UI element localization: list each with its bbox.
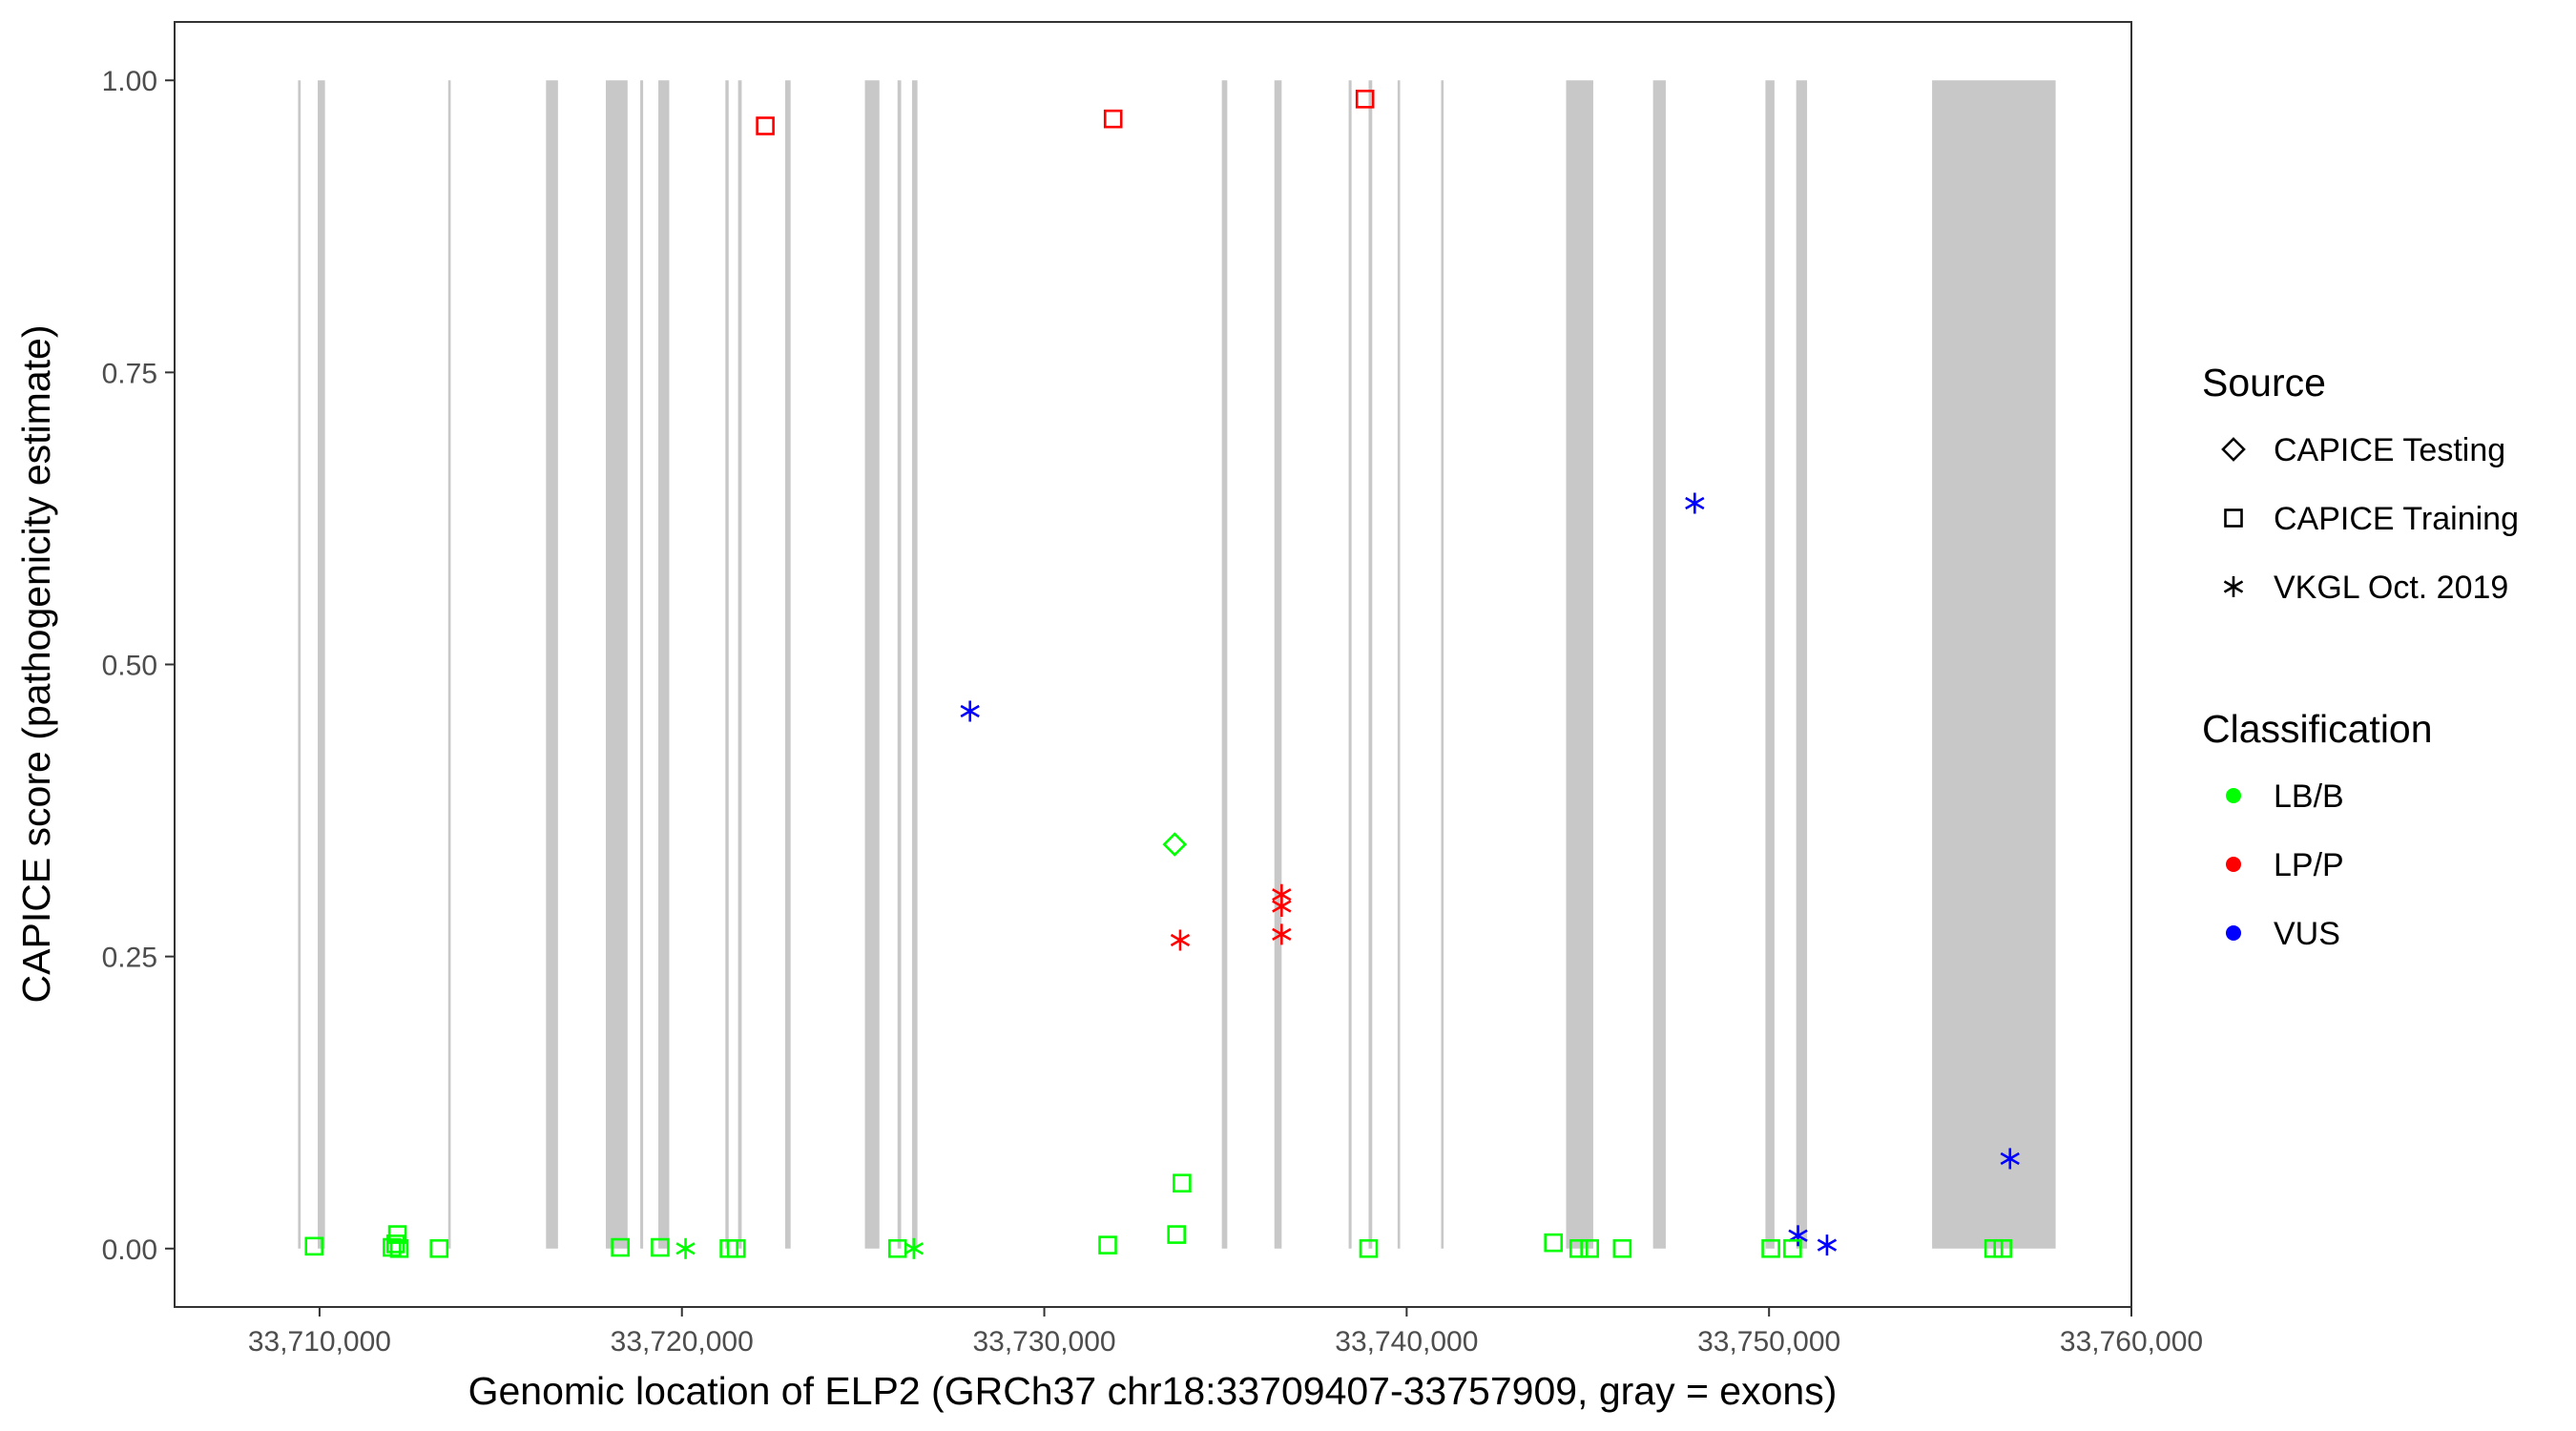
legend-source-key-vkgl	[2223, 576, 2244, 597]
exon-band-8	[737, 80, 742, 1249]
data-point-0	[756, 116, 775, 135]
data-point-27	[904, 1237, 924, 1259]
data-point-4	[1685, 492, 1705, 514]
exon-band-3	[546, 80, 558, 1249]
y-tick-label: 0.00	[102, 1234, 157, 1266]
exon-band-5	[640, 80, 644, 1249]
data-point-11	[1272, 895, 1292, 917]
data-points	[304, 90, 2020, 1259]
x-tick-label: 33,740,000	[1335, 1326, 1478, 1358]
data-point-28	[1098, 1235, 1117, 1255]
legend-class-key-lpp	[2226, 857, 2241, 872]
exon-band-6	[658, 80, 670, 1249]
data-point-5	[2000, 1148, 2020, 1170]
exon-band-17	[1397, 80, 1401, 1249]
data-point-33	[1612, 1238, 1632, 1258]
data-point-34	[1761, 1238, 1780, 1258]
exon-band-19	[1566, 80, 1593, 1249]
legend-class-label-lpp: LP/P	[2274, 847, 2344, 883]
legend-source-label-capice_training: CAPICE Training	[2274, 501, 2519, 537]
exon-band-10	[864, 80, 880, 1249]
data-point-26	[887, 1238, 907, 1258]
data-point-6	[1788, 1225, 1808, 1247]
data-point-35	[1783, 1238, 1802, 1258]
legend-class-label-vus: VUS	[2274, 916, 2340, 952]
exon-band-4	[605, 80, 628, 1249]
data-point-29	[1359, 1238, 1379, 1258]
y-tick-label: 1.00	[102, 66, 157, 97]
data-point-7	[1817, 1234, 1838, 1256]
exon-band-7	[725, 80, 729, 1249]
exon-band-22	[1796, 80, 1808, 1249]
data-point-2	[1355, 90, 1375, 109]
legend-class-label-lbb: LB/B	[2274, 778, 2344, 815]
x-tick-label: 33,730,000	[972, 1326, 1115, 1358]
data-point-3	[960, 700, 980, 722]
exon-band-9	[784, 80, 791, 1249]
data-point-1	[1103, 109, 1123, 129]
exon-band-20	[1652, 80, 1666, 1249]
exon-band-15	[1348, 80, 1352, 1249]
data-point-12	[1272, 923, 1292, 945]
exon-band-11	[897, 80, 902, 1249]
data-point-37	[1993, 1238, 2012, 1258]
data-point-21	[611, 1237, 630, 1257]
legend-classification-title: Classification	[2202, 707, 2433, 751]
x-tick-label: 33,750,000	[1697, 1326, 1840, 1358]
x-tick-label: 33,720,000	[611, 1326, 754, 1358]
exon-band-16	[1368, 80, 1373, 1249]
legend-source-label-capice_testing: CAPICE Testing	[2274, 432, 2505, 468]
x-tick-label: 33,760,000	[2060, 1326, 2203, 1358]
data-point-23	[675, 1237, 696, 1259]
data-point-15	[304, 1236, 324, 1256]
x-axis-title: Genomic location of ELP2 (GRCh37 chr18:3…	[468, 1369, 1838, 1413]
data-point-14	[1167, 1225, 1186, 1244]
legend-source-key-capice_training	[2224, 508, 2243, 528]
data-point-32	[1580, 1238, 1599, 1258]
exon-band-2	[447, 80, 451, 1249]
axes: 33,710,000 33,720,000 33,730,000 33,740,000…	[102, 66, 2203, 1358]
data-point-20	[429, 1238, 449, 1258]
legend-source-key-capice_testing	[2221, 437, 2246, 462]
y-tick-label: 0.25	[102, 943, 157, 974]
exon-band-18	[1441, 80, 1444, 1249]
data-point-22	[651, 1237, 670, 1257]
y-tick-label: 0.50	[102, 651, 157, 682]
exon-band-1	[318, 80, 325, 1249]
legend-class-key-lbb	[2226, 788, 2241, 803]
data-point-31	[1568, 1238, 1589, 1258]
exon-band-14	[1274, 80, 1282, 1249]
data-point-9	[1170, 929, 1191, 951]
plot-panel-border	[174, 21, 2132, 1308]
y-axis-title: CAPICE score (pathogenicity estimate)	[14, 325, 58, 1004]
exon-band-13	[1221, 80, 1228, 1249]
y-tick-label: 0.75	[102, 358, 157, 389]
legend-class-key-vus	[2226, 925, 2241, 941]
data-point-19	[389, 1238, 409, 1258]
data-point-17	[385, 1234, 405, 1254]
legend: Source CAPICE Testing CAPICE Training VKGL …	[2202, 361, 2519, 952]
legend-source-label-vkgl: VKGL Oct. 2019	[2274, 570, 2508, 606]
data-point-13	[1173, 1173, 1192, 1192]
data-point-8	[1162, 832, 1188, 857]
exon-band-12	[911, 80, 918, 1249]
legend-source-title: Source	[2202, 361, 2326, 404]
x-tick-label: 33,710,000	[248, 1326, 391, 1358]
data-point-25	[726, 1238, 746, 1258]
data-point-30	[1544, 1233, 1563, 1253]
exon-band-23	[1932, 80, 2056, 1249]
exon-layer	[298, 80, 2056, 1249]
exon-band-21	[1765, 80, 1775, 1249]
exon-band-0	[298, 80, 301, 1249]
